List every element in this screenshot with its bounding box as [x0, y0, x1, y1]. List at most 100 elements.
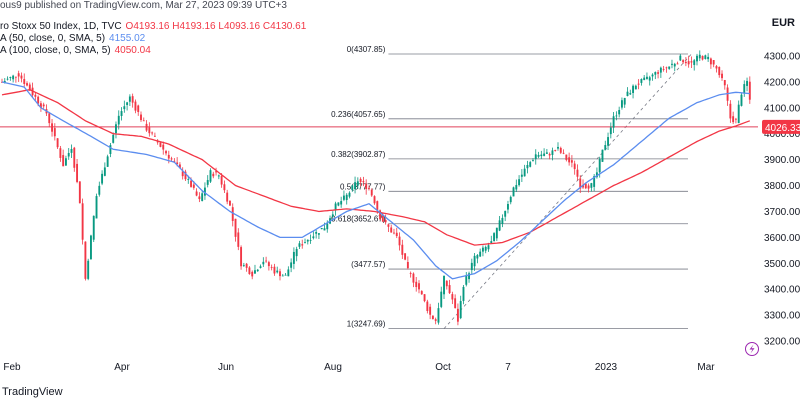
candle-down: [140, 114, 142, 121]
candle-up: [306, 239, 309, 242]
candle-down: [245, 263, 248, 268]
candle-up: [284, 274, 287, 276]
candle-down: [178, 164, 181, 169]
candle-up: [95, 196, 98, 219]
candle-down: [434, 319, 437, 321]
candle-up: [262, 261, 265, 265]
candle-up: [465, 275, 468, 285]
candle-up: [440, 291, 443, 307]
candle-up: [298, 243, 301, 247]
candle-down: [384, 220, 387, 223]
candle-up: [693, 60, 696, 65]
candle-down: [251, 271, 254, 277]
last-price-tag: 4026.33: [762, 119, 800, 134]
ma50-legend[interactable]: A (50, close, 0, SMA, 5) 4155.02: [0, 33, 145, 45]
candle-up: [334, 203, 337, 211]
candle-down: [53, 128, 56, 137]
candle-up: [620, 100, 623, 108]
candle-up: [518, 179, 521, 186]
candle-up: [532, 160, 534, 161]
candle-down: [279, 271, 281, 277]
fib-level-label: 0.618(3652.67): [331, 215, 386, 224]
tradingview-logo: TradingView: [2, 386, 63, 398]
candle-up: [206, 180, 209, 185]
candle-up: [9, 77, 12, 79]
candle-down: [373, 196, 376, 204]
candle-down: [748, 81, 751, 100]
candle-down: [26, 83, 28, 86]
candle-up: [6, 78, 9, 80]
candle-down: [448, 285, 451, 294]
candle-up: [490, 241, 493, 244]
candle-up: [437, 308, 440, 323]
candle-down: [148, 127, 151, 134]
price-tick-label: 3600.00: [764, 233, 800, 244]
candle-up: [543, 153, 546, 156]
candle-down: [173, 160, 176, 162]
candle-up: [512, 187, 515, 197]
candle-down: [587, 185, 590, 189]
ohlc-values: O4193.16 H4193.16 L4093.16 C4130.61: [125, 21, 307, 32]
ma50-value: 4155.02: [109, 33, 146, 44]
candle-down: [718, 66, 721, 76]
candle-up: [498, 220, 501, 231]
candle-up: [545, 152, 548, 154]
candle-down: [548, 153, 551, 156]
candle-down: [237, 232, 240, 247]
candle-up: [123, 106, 126, 110]
candle-down: [226, 192, 229, 202]
candle-down: [273, 266, 276, 274]
candle-down: [362, 181, 365, 183]
candle-up: [557, 146, 559, 149]
candle-down: [573, 163, 576, 170]
candle-down: [415, 281, 418, 288]
candlestick-series: [1, 50, 751, 326]
candle-down: [426, 301, 429, 311]
candle-down: [715, 66, 718, 69]
candle-up: [254, 270, 256, 274]
candle-down: [562, 152, 565, 154]
candle-up: [598, 159, 601, 173]
candle-up: [259, 266, 262, 268]
candle-down: [729, 103, 732, 119]
candle-up: [326, 223, 329, 230]
candle-up: [462, 286, 465, 301]
candle-down: [359, 178, 362, 182]
candle-up: [203, 187, 206, 196]
candle-down: [42, 104, 45, 107]
candle-up: [479, 251, 482, 257]
candle-up: [529, 162, 532, 167]
candle-down: [734, 118, 737, 120]
candle-down: [657, 72, 660, 74]
symbol-legend[interactable]: ro Stoxx 50 Index, 1D, TVC O4193.16 H4193…: [0, 21, 306, 33]
candle-up: [70, 149, 73, 153]
candle-down: [393, 232, 395, 234]
candle-up: [115, 124, 117, 134]
candle-down: [267, 262, 270, 267]
candle-down: [270, 267, 273, 268]
candle-down: [554, 150, 557, 152]
candle-down: [687, 61, 690, 65]
lightning-icon[interactable]: [745, 342, 759, 356]
price-tick-label: 4300.00: [764, 52, 800, 63]
candle-down: [162, 144, 165, 150]
candle-up: [117, 115, 120, 125]
candle-up: [317, 233, 320, 235]
candle-down: [684, 61, 687, 64]
candle-down: [76, 163, 79, 182]
candle-up: [459, 301, 462, 319]
candle-up: [526, 164, 529, 169]
candle-down: [381, 216, 384, 222]
candle-down: [662, 69, 665, 70]
candle-up: [487, 245, 490, 250]
candle-up: [109, 145, 112, 154]
candle-up: [604, 145, 607, 150]
candle-down: [395, 232, 398, 237]
candle-up: [707, 56, 710, 60]
candle-up: [92, 215, 95, 240]
candle-down: [240, 247, 243, 267]
price-tick-label: 4000.00: [764, 129, 800, 140]
ma100-legend[interactable]: A (100, close, 0, SMA, 5) 4050.04: [0, 45, 151, 57]
candle-up: [331, 214, 334, 217]
